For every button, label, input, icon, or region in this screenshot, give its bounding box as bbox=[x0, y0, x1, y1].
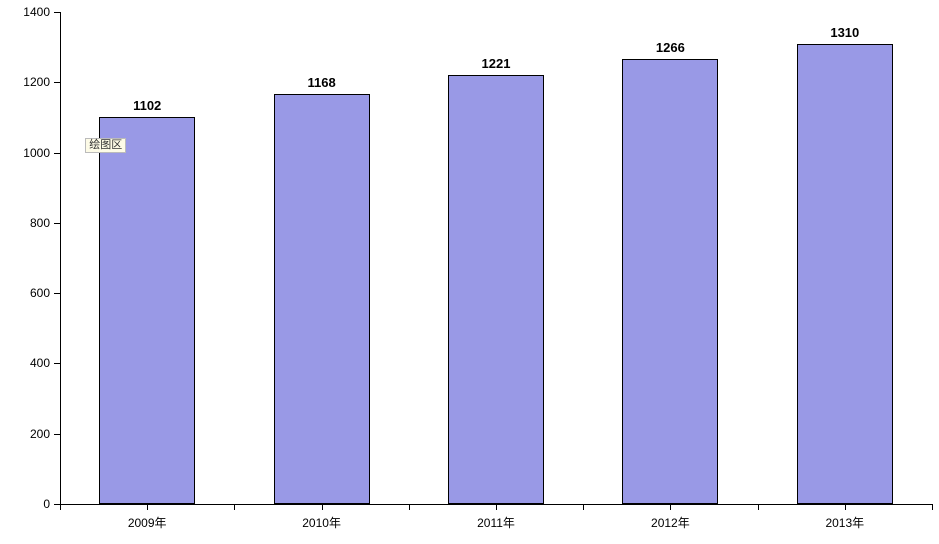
y-tick-label: 400 bbox=[0, 356, 50, 370]
x-tick-label: 2011年 bbox=[477, 514, 515, 531]
bar-value-label: 1221 bbox=[482, 56, 511, 71]
y-axis-line bbox=[60, 12, 61, 504]
x-tick-label: 2009年 bbox=[128, 514, 167, 531]
bar bbox=[274, 94, 370, 504]
x-tick-label: 2012年 bbox=[651, 514, 690, 531]
plot-area-tooltip: 绘图区 bbox=[85, 138, 126, 153]
bar-value-label: 1168 bbox=[307, 75, 335, 90]
x-boundary-tick bbox=[932, 504, 933, 510]
bar-chart: 0 200 400 600 800 1000 1200 1400 1102 2009年 1168 20… bbox=[0, 0, 939, 544]
x-axis-line bbox=[60, 504, 932, 505]
bar bbox=[797, 44, 893, 504]
plot-area: 020040060080010001200140011022009年116820… bbox=[60, 12, 932, 504]
y-tick-label: 0 bbox=[0, 497, 50, 511]
y-tick-label: 200 bbox=[0, 427, 50, 441]
y-tick-label: 1400 bbox=[0, 5, 50, 19]
x-tick-label: 2013年 bbox=[825, 514, 864, 531]
y-tick-label: 1000 bbox=[0, 146, 50, 160]
bar bbox=[99, 117, 195, 504]
x-tick-label: 2010年 bbox=[302, 514, 341, 531]
y-tick-label: 600 bbox=[0, 286, 50, 300]
y-tick-label: 1200 bbox=[0, 75, 50, 89]
bar-value-label: 1310 bbox=[830, 25, 859, 40]
bar bbox=[448, 75, 544, 504]
bar-value-label: 1102 bbox=[133, 98, 161, 113]
bar-value-label: 1266 bbox=[656, 40, 685, 55]
bar bbox=[622, 59, 718, 504]
y-tick-label: 800 bbox=[0, 216, 50, 230]
